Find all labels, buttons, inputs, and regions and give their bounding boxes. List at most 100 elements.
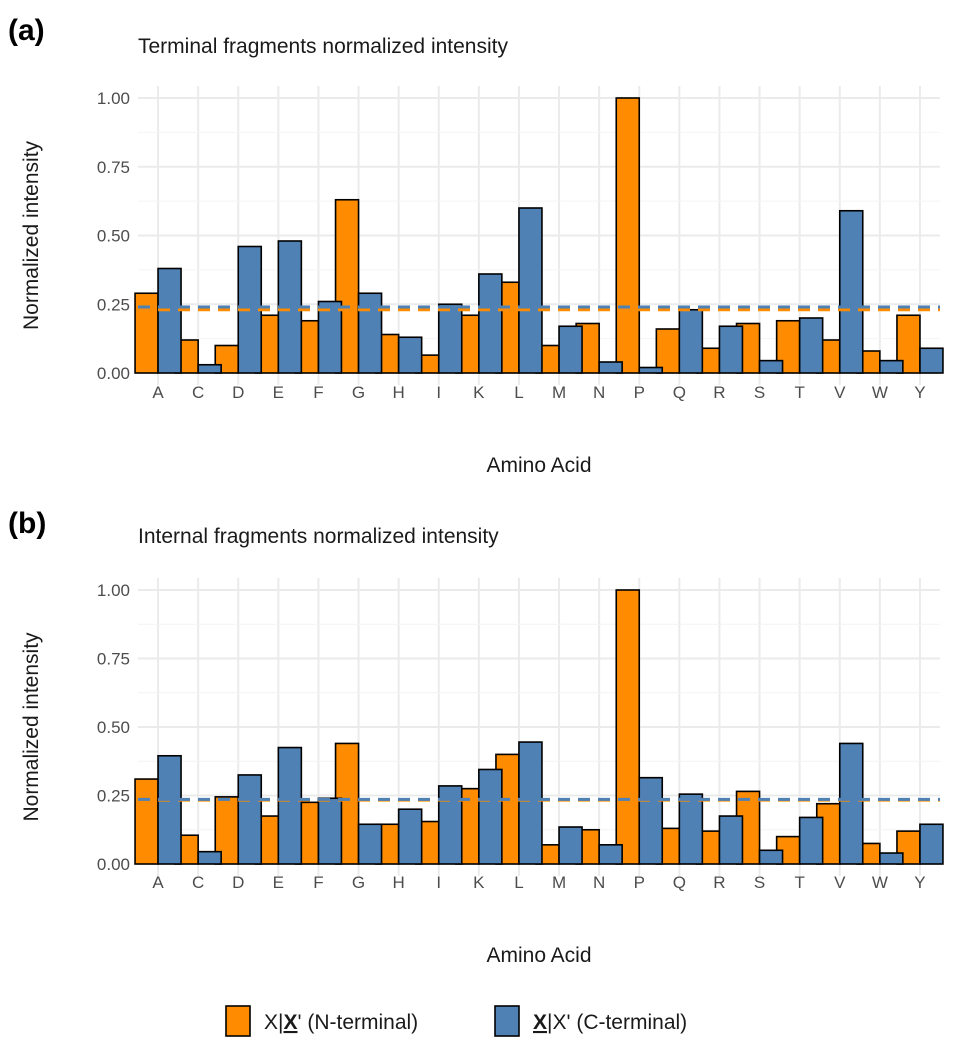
bar-c-terminal-V <box>838 209 864 374</box>
bar-c-terminal-M <box>558 325 583 374</box>
chart-title: Internal fragments normalized intensity <box>138 525 499 548</box>
bar-c-terminal-R <box>718 815 744 865</box>
legend-label-n-terminal: X|X' (N-terminal) <box>264 1011 418 1034</box>
bar-c-terminal-F <box>317 797 343 865</box>
legend-suffix: |X' (C-terminal) <box>547 1011 687 1034</box>
bar-c-terminal-I <box>437 303 463 374</box>
x-tick-label: K <box>473 383 485 402</box>
bar-c-terminal-G <box>357 292 383 374</box>
y-tick-label: 0.50 <box>97 227 130 246</box>
legend-prefix: X| <box>264 1011 283 1034</box>
bar-c-terminal-Q <box>678 793 704 865</box>
x-tick-label: T <box>794 873 804 892</box>
y-tick-label: 1.00 <box>97 581 130 600</box>
x-tick-label: V <box>834 873 846 892</box>
x-tick-label: A <box>152 383 164 402</box>
x-tick-label: S <box>754 873 765 892</box>
y-tick-label: 0.75 <box>97 158 130 177</box>
x-tick-label: K <box>473 873 485 892</box>
bar-c-terminal-K <box>478 273 503 374</box>
panel-b: (b) Internal fragments normalized intensi… <box>8 507 944 967</box>
x-tick-label: L <box>514 873 523 892</box>
bar-n-terminal-P <box>615 589 641 865</box>
x-tick-label: H <box>393 383 405 402</box>
bar-c-terminal-C <box>197 850 222 865</box>
x-tick-label: W <box>872 383 888 402</box>
bar-n-terminal-Y <box>896 314 921 374</box>
y-tick-label: 0.25 <box>97 787 130 806</box>
bar-c-terminal-N <box>598 361 623 374</box>
bar-c-terminal-E <box>277 746 303 865</box>
legend-suffix: ' (N-terminal) <box>297 1011 418 1034</box>
bar-c-terminal-Y <box>919 823 944 865</box>
bar-c-terminal-M <box>558 826 583 865</box>
x-tick-label: E <box>273 383 284 402</box>
legend-bold-x: X <box>533 1011 547 1034</box>
y-axis-title: Normalized intensity <box>20 140 43 330</box>
x-tick-label: G <box>352 383 365 402</box>
x-tick-label: R <box>713 873 725 892</box>
x-tick-label: N <box>593 873 605 892</box>
x-tick-label: D <box>232 383 244 402</box>
y-tick-label: 0.25 <box>97 295 130 314</box>
x-tick-label: G <box>352 873 365 892</box>
legend: X|X' (N-terminal) X|X' (C-terminal) <box>225 1005 687 1037</box>
legend-bold-x: X <box>283 1011 297 1034</box>
x-tick-label: R <box>713 383 725 402</box>
x-tick-label: H <box>393 873 405 892</box>
x-tick-label: C <box>192 383 204 402</box>
chart-title: Terminal fragments normalized intensity <box>138 35 508 58</box>
bar-c-terminal-Y <box>919 347 944 374</box>
bar-n-terminal-A <box>134 292 159 374</box>
panel-label: (a) <box>8 14 45 47</box>
legend-swatch-n-terminal <box>225 1005 251 1037</box>
bar-c-terminal-K <box>478 768 503 865</box>
bar-c-terminal-L <box>518 741 543 865</box>
bar-c-terminal-V <box>838 742 864 865</box>
x-tick-label: T <box>794 383 804 402</box>
bar-c-terminal-N <box>598 844 623 865</box>
x-tick-label: M <box>552 873 566 892</box>
bar-c-terminal-G <box>357 823 383 865</box>
x-tick-label: W <box>872 873 888 892</box>
x-tick-label: D <box>232 873 244 892</box>
x-tick-label: P <box>634 873 645 892</box>
x-axis-title: Amino Acid <box>486 454 591 477</box>
bar-c-terminal-D <box>237 774 263 865</box>
bar-n-terminal-Q <box>655 328 681 374</box>
bar-n-terminal-P <box>615 97 641 374</box>
x-axis-title: Amino Acid <box>486 944 591 967</box>
bar-c-terminal-W <box>879 359 904 374</box>
bar-c-terminal-A <box>157 267 182 374</box>
panel-label: (b) <box>8 507 46 540</box>
x-tick-label: L <box>514 383 523 402</box>
x-tick-label: P <box>634 383 645 402</box>
bar-c-terminal-C <box>197 363 222 374</box>
x-tick-label: F <box>313 873 323 892</box>
x-tick-label: Q <box>673 383 686 402</box>
y-tick-label: 0.75 <box>97 650 130 669</box>
bar-c-terminal-R <box>718 325 744 374</box>
bar-c-terminal-I <box>437 785 463 865</box>
bar-c-terminal-W <box>879 852 904 865</box>
x-tick-label: I <box>436 383 441 402</box>
x-tick-label: Y <box>914 873 925 892</box>
x-tick-label: F <box>313 383 323 402</box>
x-tick-label: S <box>754 383 765 402</box>
bar-c-terminal-A <box>157 754 182 865</box>
x-tick-label: Q <box>673 873 686 892</box>
bar-c-terminal-S <box>758 359 784 374</box>
bar-c-terminal-H <box>397 336 423 374</box>
legend-label-c-terminal: X|X' (C-terminal) <box>533 1011 687 1034</box>
x-tick-label: C <box>192 873 204 892</box>
y-tick-label: 0.00 <box>97 855 130 874</box>
bar-c-terminal-P <box>638 776 664 865</box>
x-tick-label: I <box>436 873 441 892</box>
panel-a: (a) Terminal fragments normalized intensi… <box>8 14 944 477</box>
legend-swatch-c-terminal <box>494 1005 520 1037</box>
x-tick-label: Y <box>914 383 925 402</box>
bar-c-terminal-L <box>518 207 543 374</box>
bar-c-terminal-T <box>798 816 824 865</box>
